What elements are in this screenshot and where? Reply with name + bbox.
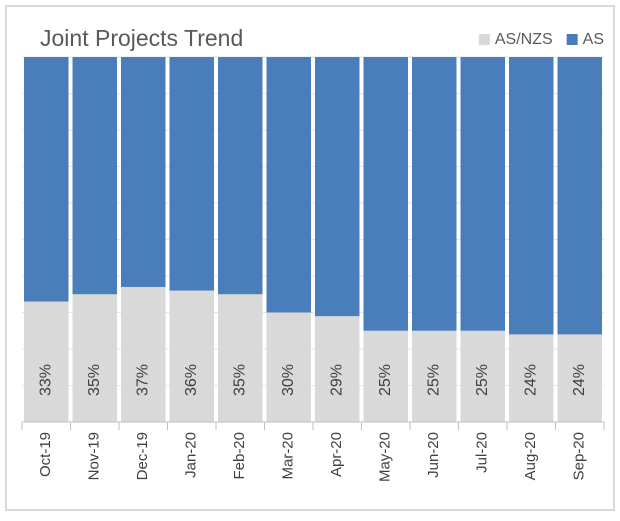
x-tick-label: May-20 [377, 432, 394, 482]
x-tick-label: Feb-20 [231, 432, 248, 480]
data-label: 24% [571, 364, 588, 396]
bar-segment [266, 312, 311, 422]
bar-segment [24, 57, 69, 302]
data-label: 37% [134, 364, 151, 396]
data-label: 24% [522, 364, 539, 396]
bar-segment [460, 57, 505, 331]
bar-segment [24, 301, 69, 422]
x-tick-label: Jul-20 [474, 432, 491, 473]
bar-segment [509, 334, 554, 422]
legend-label: AS/NZS [495, 31, 553, 48]
x-tick-label: Mar-20 [280, 432, 297, 480]
x-tick-label: Oct-19 [37, 432, 54, 477]
data-label: 25% [377, 364, 394, 396]
x-tick-label: Nov-19 [86, 432, 103, 480]
x-tick-label: Aug-20 [522, 432, 539, 480]
chart-title: Joint Projects Trend [40, 25, 243, 51]
x-tick-label: Sep-20 [571, 432, 588, 480]
bar-segment [412, 57, 457, 331]
data-label: 25% [474, 364, 491, 396]
bar-segment [509, 57, 554, 335]
x-tick-label: Jan-20 [183, 432, 200, 478]
x-tick-label: Apr-20 [328, 432, 345, 477]
data-label: 35% [231, 364, 248, 396]
legend-swatch [478, 34, 490, 45]
x-tick-label: Jun-20 [425, 432, 442, 478]
bar-segment [218, 294, 263, 422]
legend-swatch [566, 34, 578, 45]
bar-segment [72, 57, 117, 295]
bar-segment [557, 334, 602, 422]
bar-segment [121, 286, 166, 422]
data-label: 29% [328, 364, 345, 396]
x-tick-label: Dec-19 [134, 432, 151, 480]
bar-segment [557, 57, 602, 335]
legend-label: AS [583, 31, 604, 48]
bar-segment [460, 330, 505, 422]
bar-segment [169, 57, 214, 291]
bar-segment [363, 330, 408, 422]
data-label: 33% [37, 364, 54, 396]
data-label: 30% [280, 364, 297, 396]
bar-segment [363, 57, 408, 331]
bar-segment [218, 57, 263, 295]
data-label: 36% [183, 364, 200, 396]
data-label: 35% [86, 364, 103, 396]
bar-segment [72, 294, 117, 422]
bar-segment [121, 57, 166, 287]
data-label: 25% [425, 364, 442, 396]
bar-segment [315, 316, 360, 422]
bar-segment [169, 290, 214, 422]
bar-segment [266, 57, 311, 313]
bar-segment [315, 57, 360, 317]
bar-segment [412, 330, 457, 422]
